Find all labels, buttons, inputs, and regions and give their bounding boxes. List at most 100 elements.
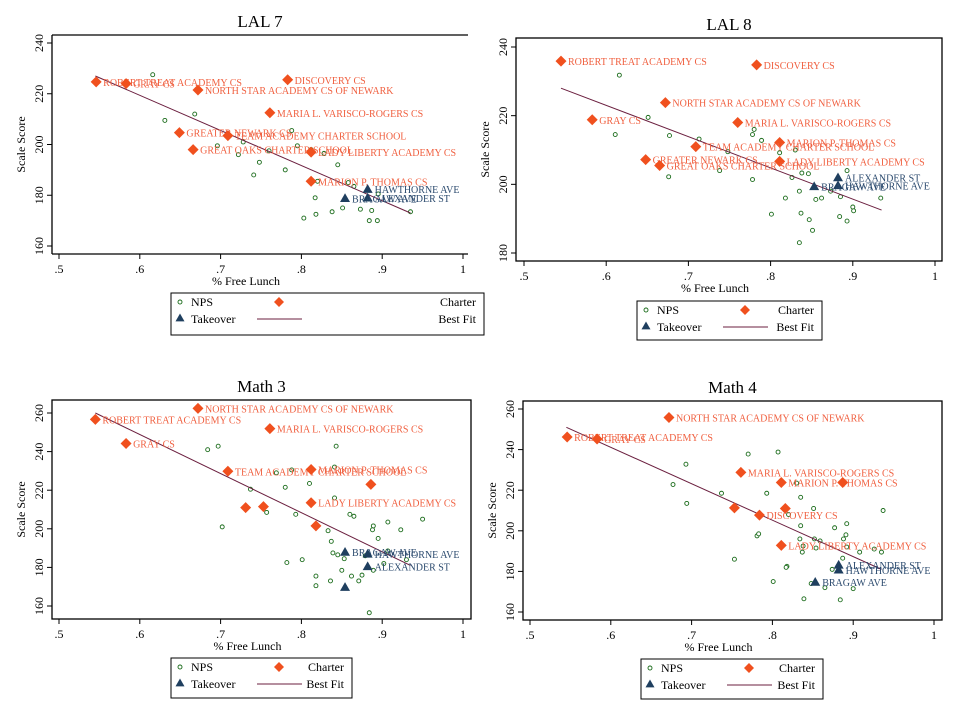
takeover-point [362,192,373,202]
nps-point [256,159,262,165]
takeover-point [362,561,373,571]
charter-label: ROBERT TREAT ACADEMY CS [103,78,242,89]
nps-point [385,548,391,554]
takeover-label: ALEXANDER ST [375,194,450,205]
y-axis-label: Scale Score [14,481,28,537]
nps-point [385,519,391,525]
legend-nps-icon [177,299,183,305]
x-tick-label: .7 [216,627,225,641]
y-axis-label: Scale Score [14,116,28,172]
charter-label: NORTH STAR ACADEMY CS OF NEWARK [676,414,865,425]
charter-point [586,114,598,126]
nps-point [745,451,751,457]
nps-point [420,516,426,522]
x-tick-label: 1 [460,627,466,641]
takeover-point [362,184,373,193]
charter-point [774,136,786,148]
y-tick-label: 200 [503,522,517,540]
charter-label: LADY LIBERTY ACADEMY CS [318,499,456,510]
legend-charter-label: Charter [779,661,815,675]
nps-point [798,494,804,500]
charter-point [305,175,317,187]
charter-point [282,74,294,86]
takeover-point [809,181,820,191]
nps-point [612,132,618,138]
takeover-label: HAWTHORNE AVE [846,566,931,577]
charter-point [264,423,276,435]
nps-point [313,211,319,217]
nps-point [717,168,723,174]
nps-point [731,556,737,562]
nps-point [313,573,319,579]
plot-frame [522,400,943,621]
nps-point [792,147,798,153]
nps-point [340,205,346,211]
nps-point [335,162,341,168]
nps-point [375,191,381,197]
nps-point [341,556,347,562]
charter-point [120,437,132,449]
nps-point [366,218,372,224]
x-tick-label: .7 [687,628,696,642]
nps-point [783,564,789,570]
panel-math-4: Math 4 .5 .6 .7 .8 .9 1 % Free Lunch 160 180 200 22… [485,378,943,700]
nps-point [370,567,376,573]
nps-point [786,512,792,518]
x-tick-label: .9 [848,269,857,283]
charter-point [663,412,675,424]
charter-point [310,520,322,532]
charter-label: LADY LIBERTY ACADEMY CS [318,148,456,159]
legend-box [170,657,353,699]
nps-point [645,114,651,120]
charter-point [751,59,763,71]
nps-point [205,447,211,453]
legend-fit-label: Best Fit [777,678,815,692]
takeover-point [810,576,821,586]
legend-charter-icon [274,297,284,307]
charter-label: DISCOVERY CS [764,61,835,72]
nps-point [359,572,365,578]
x-tick-label: .5 [520,269,529,283]
nps-point [313,583,319,589]
x-tick-label: .5 [55,627,64,641]
legend-takeover-icon [641,321,651,330]
nps-point [770,579,776,584]
legend-takeover-label: Takeover [191,312,235,326]
nps-point [235,152,241,158]
nps-point [794,480,800,486]
charter-point [89,413,101,425]
takeover-label: ALEXANDER ST [846,561,921,572]
charter-label: MARION P. THOMAS CS [318,177,427,188]
nps-point [192,111,198,117]
takeover-point [340,546,351,556]
nps-point [282,167,288,173]
nps-point [215,443,221,449]
nps-point [841,536,846,542]
charter-point [690,141,702,153]
takeover-point [340,193,351,203]
chart-title: LAL 7 [237,12,283,31]
charter-label: MARION P. THOMAS CS [318,466,427,477]
nps-point [330,550,336,556]
nps-point [251,172,257,178]
x-tick-label: .6 [135,627,144,641]
y-tick-label: 220 [503,481,517,499]
nps-point [878,195,884,201]
charter-label: ROBERT TREAT ACADEMY CS [574,433,713,444]
charter-label: GREAT OAKS CHARTER SCHOOL [667,161,820,172]
legend-nps-label: NPS [191,295,213,309]
nps-point [768,211,774,217]
nps-point [880,508,886,513]
x-tick-label: .8 [297,262,306,276]
nps-point [347,511,353,517]
nps-point [756,531,762,537]
charter-label: MARION P. THOMAS CS [787,138,896,149]
nps-point [799,170,805,176]
charter-point [240,502,252,514]
legend-fit-label: Best Fit [438,312,476,326]
charter-point [837,476,849,488]
y-tick-label: 240 [32,34,46,52]
charter-label: NORTH STAR ACADEMY CS OF NEWARK [205,86,394,97]
charter-label: NORTH STAR ACADEMY CS OF NEWARK [205,404,394,415]
